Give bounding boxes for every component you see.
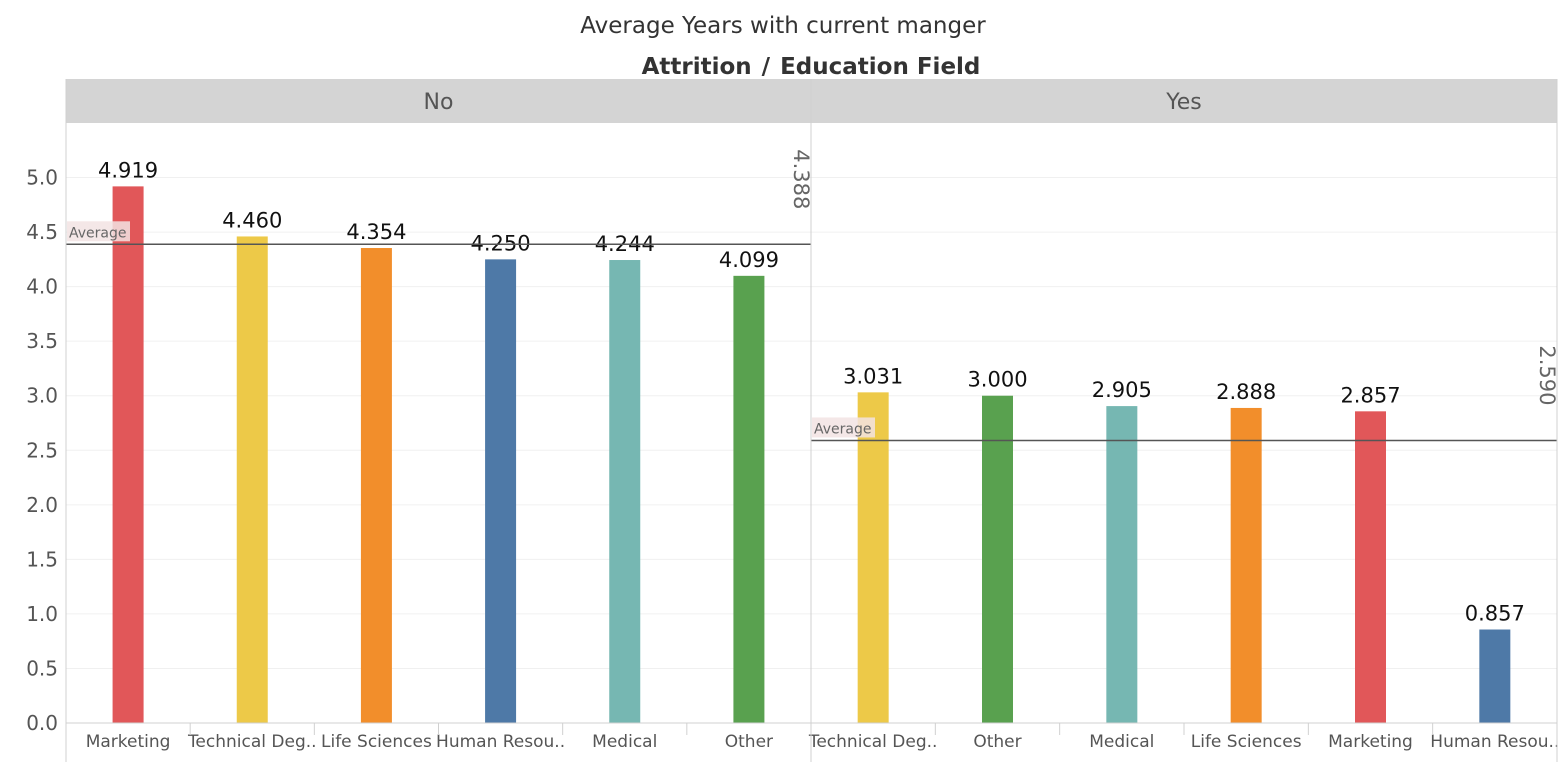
y-tick-label: 3.0 <box>26 384 58 408</box>
column-header-inner: Education Field <box>780 54 980 80</box>
average-label-bg <box>812 417 875 438</box>
y-tick-label: 4.5 <box>26 220 58 244</box>
y-tick-label: 3.5 <box>26 329 58 353</box>
bar <box>112 186 144 723</box>
chart-title: Average Years with current manger <box>580 13 986 39</box>
x-tick-label: Technical Deg.. <box>808 732 938 752</box>
panel-header-label: Yes <box>1165 90 1202 115</box>
data-label: 3.000 <box>967 368 1027 392</box>
column-header-separator: / <box>762 54 771 80</box>
y-tick-label: 2.0 <box>26 493 58 517</box>
data-label: 2.905 <box>1092 378 1152 402</box>
y-tick-label: 0.5 <box>26 656 58 680</box>
bar <box>609 260 641 723</box>
y-tick-label: 0.0 <box>26 711 58 735</box>
bar <box>733 275 765 723</box>
data-label: 4.460 <box>222 208 282 232</box>
data-label: 2.857 <box>1340 383 1400 407</box>
panel-header-label: No <box>424 90 454 115</box>
bar <box>360 248 392 723</box>
x-tick-label: Technical Deg.. <box>187 732 317 752</box>
plot-area: 0.0 0.5 1.0 1.5 2.0 2.5 3.0 3.5 4.0 4.5 5.0 No 4.919… <box>26 79 1559 762</box>
y-tick-label: 1.0 <box>26 602 58 626</box>
x-tick-label: Life Sciences <box>321 732 432 752</box>
average-value-label: 2.590 <box>1535 345 1559 405</box>
bar <box>982 395 1013 723</box>
bar <box>485 259 517 723</box>
x-tick-label: Human Resou.. <box>1430 732 1559 752</box>
x-tick-label: Life Sciences <box>1191 732 1302 752</box>
data-label: 4.099 <box>719 248 779 272</box>
bar <box>1479 629 1511 723</box>
bar <box>1355 411 1386 723</box>
data-label: 0.857 <box>1465 602 1525 626</box>
column-header-title: Attrition / Education Field <box>642 54 981 80</box>
y-tick-label: 5.0 <box>26 166 58 190</box>
data-label: 2.888 <box>1216 380 1276 404</box>
average-label: Average <box>69 225 127 241</box>
y-tick-label: 2.5 <box>26 438 58 462</box>
x-tick-label: Human Resou.. <box>436 732 565 752</box>
data-label: 4.354 <box>346 220 406 244</box>
average-label: Average <box>814 421 872 437</box>
bar <box>857 392 889 723</box>
y-tick-label: 4.0 <box>26 275 58 299</box>
y-tick-label: 1.5 <box>26 547 58 571</box>
data-label: 4.250 <box>471 231 531 255</box>
average-value-label: 4.388 <box>789 149 813 209</box>
x-tick-label: Marketing <box>86 732 171 752</box>
bar <box>1106 406 1138 723</box>
x-tick-label: Medical <box>1089 732 1154 752</box>
column-header-outer: Attrition <box>642 54 752 80</box>
average-label-bg <box>67 221 130 242</box>
x-tick-label: Other <box>973 732 1021 752</box>
x-tick-label: Other <box>725 732 773 752</box>
data-label: 4.919 <box>98 158 158 182</box>
bar <box>236 236 268 724</box>
x-tick-label: Medical <box>592 732 657 752</box>
bar <box>1230 407 1262 723</box>
x-tick-label: Marketing <box>1328 732 1413 752</box>
data-label: 3.031 <box>843 364 903 388</box>
